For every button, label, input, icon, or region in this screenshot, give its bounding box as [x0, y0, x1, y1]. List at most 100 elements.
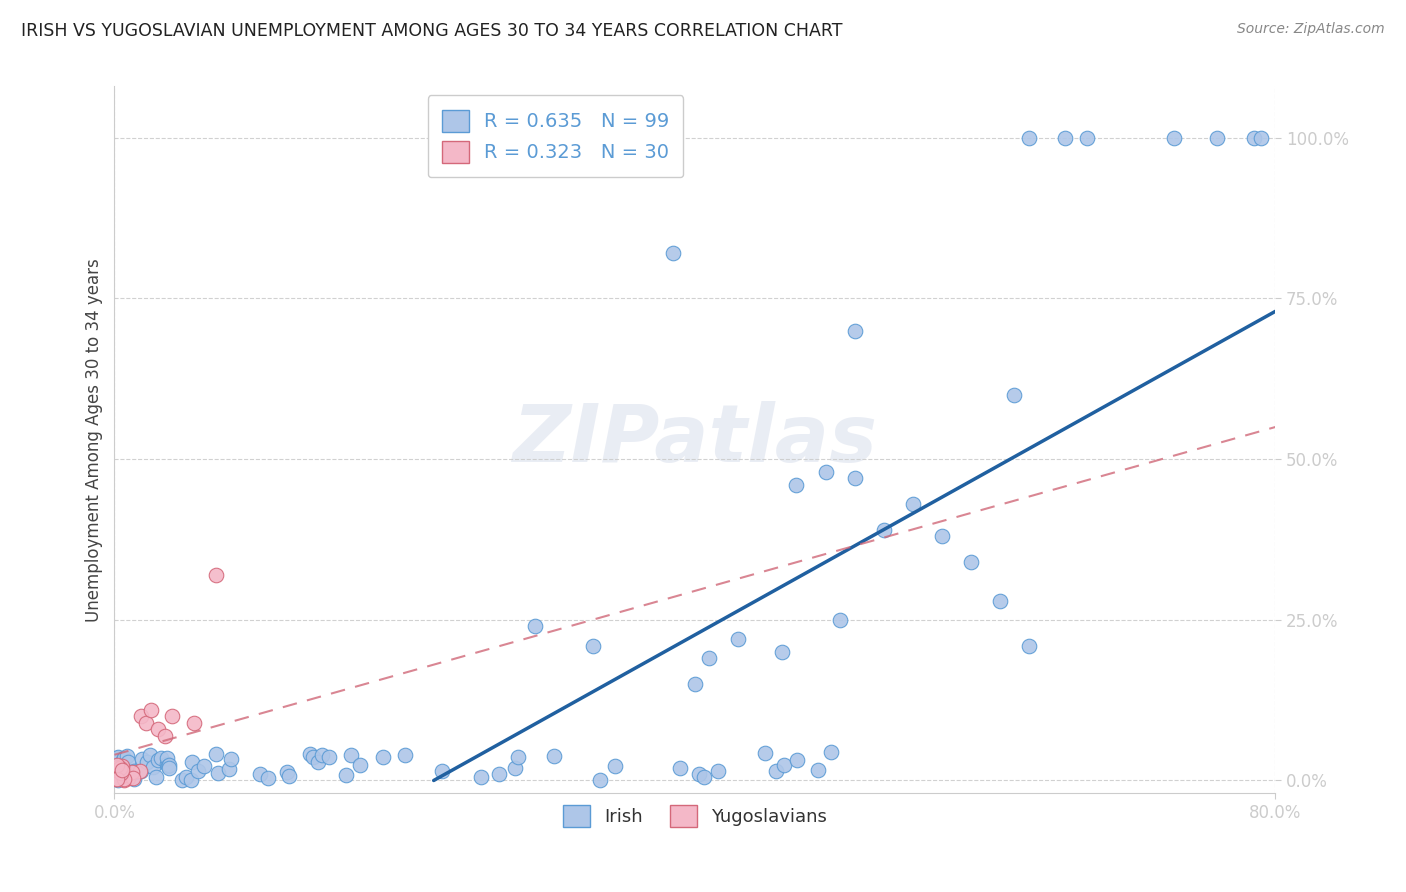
- Point: [662, 246, 685, 260]
- Point: [117, 748, 139, 763]
- Point: [727, 632, 749, 646]
- Point: [170, 772, 193, 787]
- Point: [105, 772, 128, 787]
- Point: [107, 760, 129, 774]
- Point: [318, 750, 340, 764]
- Point: [146, 722, 169, 736]
- Point: [669, 761, 692, 775]
- Point: [107, 767, 129, 781]
- Point: [146, 753, 169, 767]
- Point: [582, 639, 605, 653]
- Point: [105, 751, 128, 765]
- Point: [773, 758, 796, 772]
- Point: [112, 772, 135, 787]
- Point: [1206, 130, 1229, 145]
- Point: [307, 755, 329, 769]
- Point: [104, 770, 127, 784]
- Point: [218, 762, 240, 776]
- Point: [311, 748, 333, 763]
- Point: [770, 645, 793, 659]
- Point: [180, 772, 202, 787]
- Point: [1053, 130, 1076, 145]
- Point: [107, 773, 129, 788]
- Point: [543, 748, 565, 763]
- Point: [693, 770, 716, 784]
- Point: [128, 764, 150, 779]
- Point: [207, 766, 229, 780]
- Point: [1002, 388, 1025, 402]
- Point: [110, 766, 132, 780]
- Point: [302, 750, 325, 764]
- Point: [249, 767, 271, 781]
- Point: [1018, 130, 1040, 145]
- Point: [115, 763, 138, 777]
- Point: [104, 763, 127, 777]
- Point: [107, 750, 129, 764]
- Point: [139, 747, 162, 762]
- Point: [524, 619, 547, 633]
- Point: [183, 715, 205, 730]
- Point: [299, 747, 322, 761]
- Point: [155, 757, 177, 772]
- Point: [136, 755, 159, 769]
- Point: [121, 764, 143, 779]
- Point: [257, 771, 280, 785]
- Point: [121, 771, 143, 785]
- Point: [112, 751, 135, 765]
- Point: [115, 770, 138, 784]
- Point: [193, 759, 215, 773]
- Point: [174, 770, 197, 784]
- Point: [785, 478, 807, 492]
- Point: [765, 764, 787, 779]
- Point: [162, 709, 184, 723]
- Point: [139, 703, 162, 717]
- Point: [335, 768, 357, 782]
- Point: [278, 769, 301, 783]
- Point: [205, 567, 228, 582]
- Point: [117, 756, 139, 770]
- Point: [112, 762, 135, 776]
- Point: [276, 765, 298, 780]
- Text: IRISH VS YUGOSLAVIAN UNEMPLOYMENT AMONG AGES 30 TO 34 YEARS CORRELATION CHART: IRISH VS YUGOSLAVIAN UNEMPLOYMENT AMONG …: [21, 22, 842, 40]
- Point: [124, 772, 146, 786]
- Point: [470, 770, 492, 784]
- Point: [108, 761, 131, 775]
- Point: [112, 753, 135, 767]
- Point: [820, 745, 842, 759]
- Point: [117, 771, 139, 785]
- Point: [349, 758, 371, 772]
- Point: [156, 751, 179, 765]
- Point: [124, 764, 146, 778]
- Point: [807, 763, 830, 777]
- Point: [111, 769, 134, 783]
- Point: [503, 761, 526, 775]
- Point: [105, 768, 128, 782]
- Point: [111, 759, 134, 773]
- Point: [105, 766, 128, 780]
- Point: [754, 746, 776, 760]
- Point: [931, 529, 953, 543]
- Legend: Irish, Yugoslavians: Irish, Yugoslavians: [555, 797, 834, 834]
- Point: [187, 764, 209, 779]
- Point: [156, 759, 179, 773]
- Point: [959, 555, 981, 569]
- Point: [219, 751, 242, 765]
- Point: [1018, 639, 1040, 653]
- Point: [124, 764, 146, 779]
- Point: [1250, 130, 1272, 145]
- Point: [699, 651, 721, 665]
- Point: [1163, 130, 1185, 145]
- Point: [786, 753, 808, 767]
- Point: [112, 752, 135, 766]
- Point: [488, 767, 510, 781]
- Point: [901, 497, 924, 511]
- Point: [180, 755, 202, 769]
- Point: [506, 749, 529, 764]
- Point: [988, 593, 1011, 607]
- Text: ZIPatlas: ZIPatlas: [512, 401, 877, 479]
- Point: [131, 752, 153, 766]
- Point: [150, 751, 173, 765]
- Point: [104, 771, 127, 785]
- Point: [107, 758, 129, 772]
- Point: [114, 772, 136, 786]
